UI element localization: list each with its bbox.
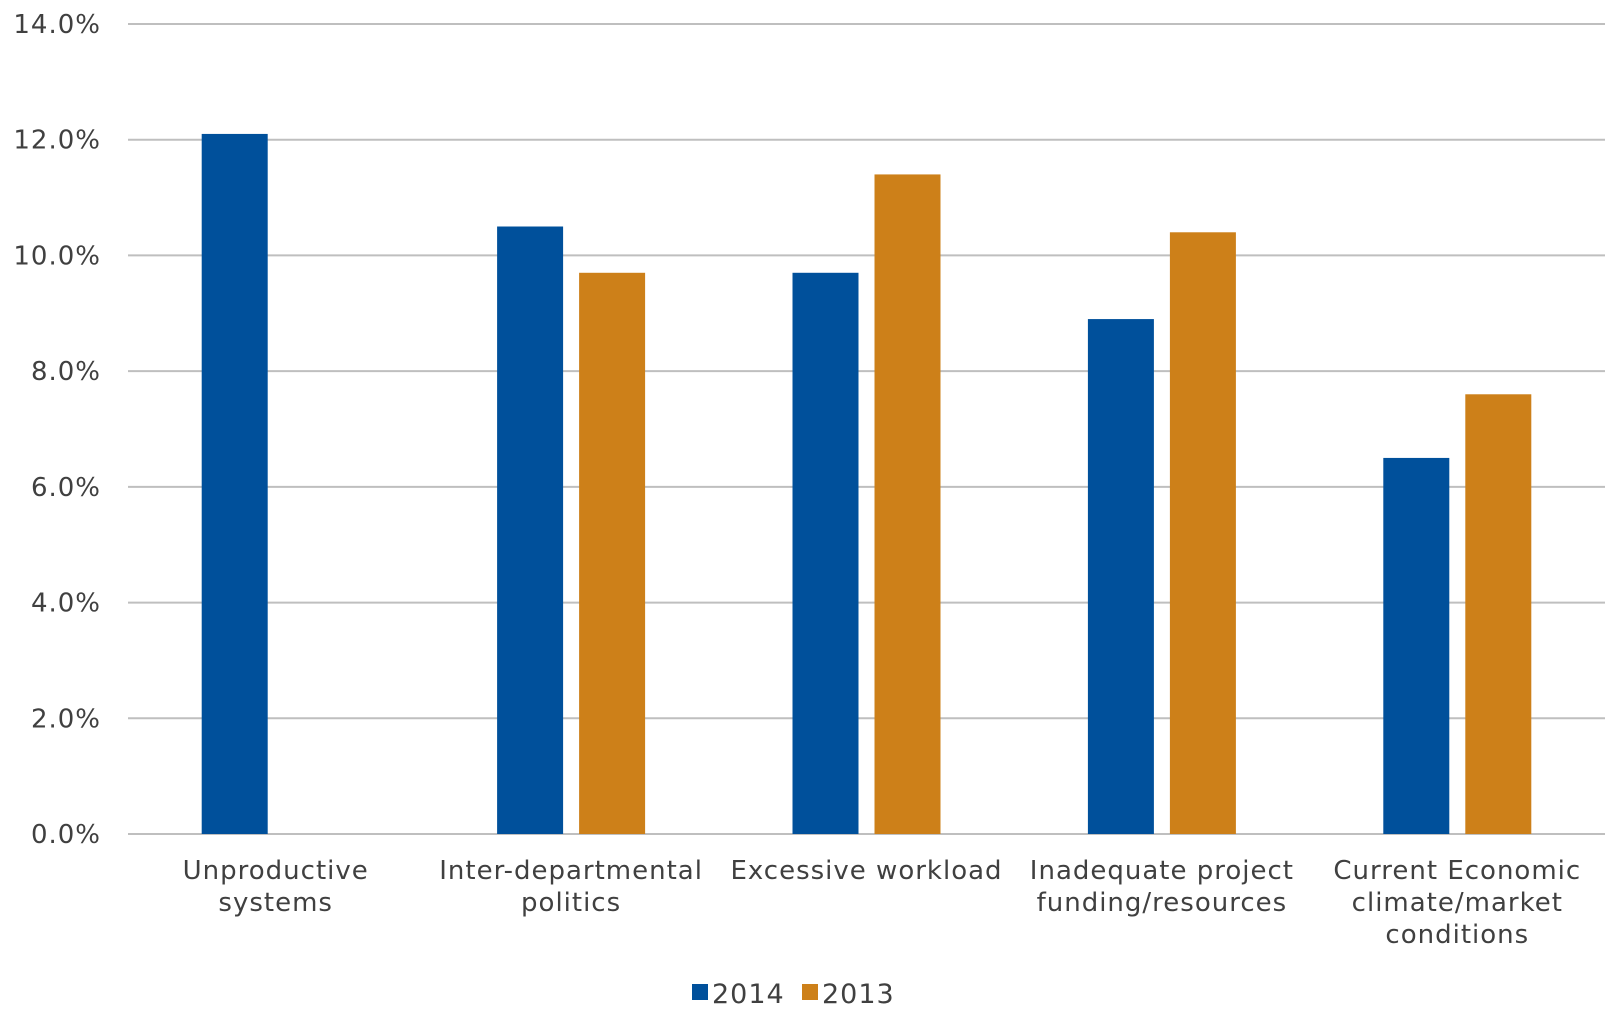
bar-2014 bbox=[1087, 319, 1154, 835]
legend-swatch-2013 bbox=[802, 984, 818, 1000]
bar-2013 bbox=[1169, 232, 1236, 835]
x-category-label: climate/market bbox=[1352, 888, 1563, 918]
legend-swatch-2014 bbox=[692, 984, 708, 1000]
x-category-label: Inadequate project bbox=[1030, 856, 1294, 886]
legend-label-2013: 2013 bbox=[822, 979, 895, 1010]
bar-2013 bbox=[579, 272, 646, 834]
bar-2013 bbox=[874, 174, 941, 834]
legend-label-2014: 2014 bbox=[712, 979, 785, 1010]
x-category-label: conditions bbox=[1385, 920, 1529, 950]
x-category-label: Current Economic bbox=[1333, 856, 1581, 886]
y-tick-label: 8.0% bbox=[31, 357, 101, 387]
bar-2014 bbox=[792, 272, 859, 834]
x-category-label: Unproductive bbox=[183, 856, 369, 886]
x-category-label: politics bbox=[521, 888, 621, 918]
x-category-label: Inter-departmental bbox=[439, 856, 703, 886]
bars bbox=[201, 133, 1532, 835]
y-tick-label: 4.0% bbox=[31, 589, 101, 619]
x-category-label: systems bbox=[218, 888, 333, 918]
bar-2014 bbox=[1383, 457, 1450, 834]
y-tick-label: 10.0% bbox=[13, 241, 101, 271]
legend: 2014 2013 bbox=[692, 979, 895, 1010]
bar-2013 bbox=[1465, 394, 1532, 834]
y-tick-label: 6.0% bbox=[31, 473, 101, 503]
y-tick-label: 14.0% bbox=[13, 10, 101, 40]
y-tick-label: 2.0% bbox=[31, 704, 101, 734]
gridlines bbox=[128, 23, 1605, 835]
y-tick-label: 0.0% bbox=[31, 820, 101, 850]
bar-2014 bbox=[497, 226, 564, 834]
x-category-label: Excessive workload bbox=[730, 856, 1002, 886]
y-axis-tick-labels: 0.0% 2.0% 4.0% 6.0% 8.0% 10.0% 12.0% 14.0% bbox=[13, 10, 101, 850]
y-tick-label: 12.0% bbox=[13, 126, 101, 156]
x-category-label: funding/resources bbox=[1037, 888, 1288, 918]
bar-2014 bbox=[201, 133, 268, 834]
